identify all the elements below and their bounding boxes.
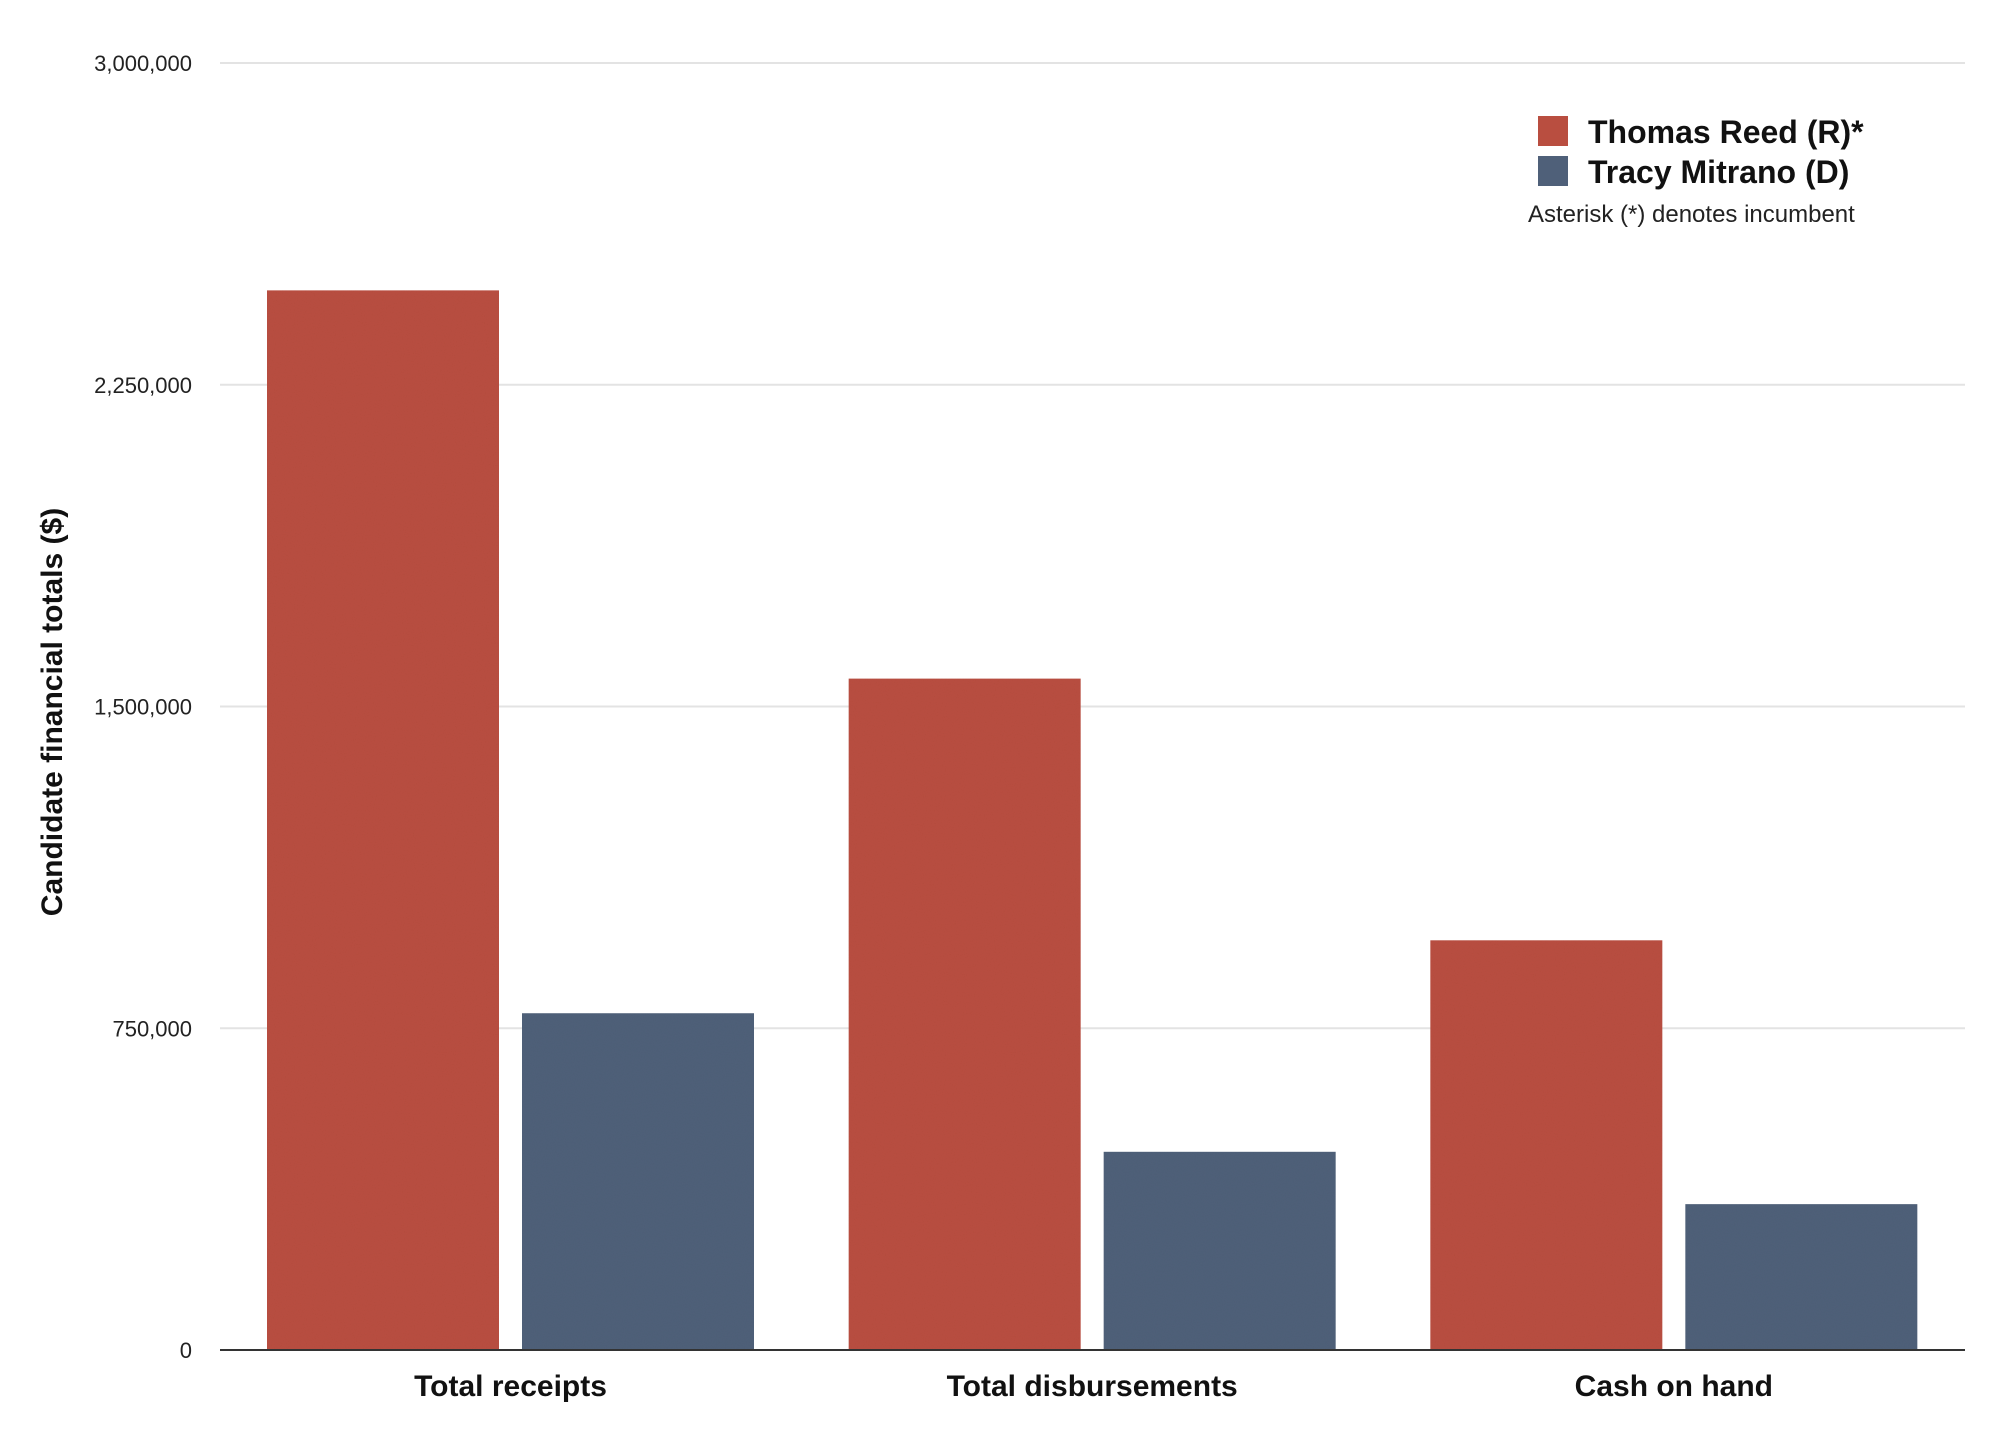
y-tick-label: 750,000 xyxy=(112,1016,192,1041)
y-tick-label: 3,000,000 xyxy=(94,51,192,76)
bar-cash-on-hand-thomas-reed xyxy=(1430,940,1663,1350)
y-tick-label: 1,500,000 xyxy=(94,695,192,720)
x-category-label: Total disbursements xyxy=(947,1370,1238,1403)
x-category-label: Cash on hand xyxy=(1575,1370,1773,1403)
legend-swatch-tracy-mitrano xyxy=(1538,156,1568,186)
gridlines xyxy=(220,62,1965,1030)
y-axis-title: Candidate financial totals ($) xyxy=(36,508,69,916)
bar-total-receipts-tracy-mitrano xyxy=(522,1013,754,1350)
y-tick-label: 0 xyxy=(180,1338,192,1363)
y-axis-ticks: 0 750,000 1,500,000 2,250,000 3,000,000 xyxy=(94,51,192,1363)
legend-note: Asterisk (*) denotes incumbent xyxy=(1528,201,1855,228)
legend: Thomas Reed (R)* Tracy Mitrano (D) Aster… xyxy=(1528,114,1864,228)
bar-total-disbursements-thomas-reed xyxy=(848,678,1081,1350)
legend-label-tracy-mitrano: Tracy Mitrano (D) xyxy=(1588,154,1849,190)
legend-swatch-thomas-reed xyxy=(1538,116,1568,146)
legend-label-thomas-reed: Thomas Reed (R)* xyxy=(1588,114,1864,150)
bar-total-disbursements-tracy-mitrano xyxy=(1103,1151,1336,1350)
bar-total-receipts-thomas-reed xyxy=(267,290,499,1350)
bar-cash-on-hand-tracy-mitrano xyxy=(1685,1204,1918,1350)
x-axis-categories: Total receipts Total disbursements Cash on… xyxy=(414,1370,1773,1403)
bars xyxy=(267,290,1918,1350)
x-category-label: Total receipts xyxy=(414,1370,607,1403)
y-tick-label: 2,250,000 xyxy=(94,373,192,398)
